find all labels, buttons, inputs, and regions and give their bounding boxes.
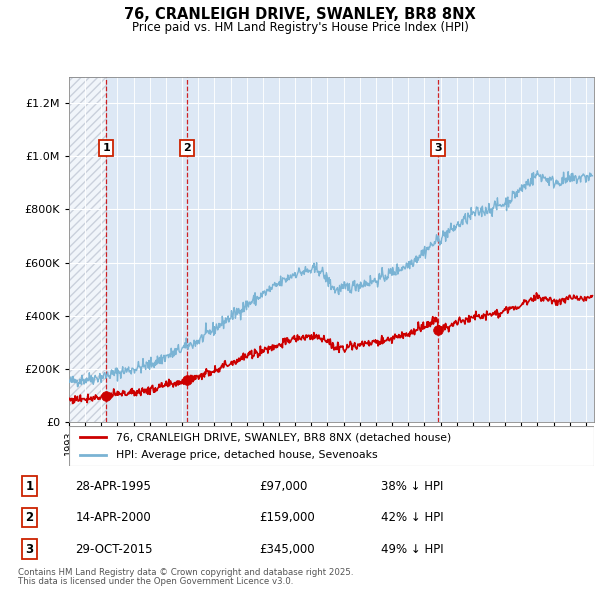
Text: 42% ↓ HPI: 42% ↓ HPI — [380, 511, 443, 524]
Text: 76, CRANLEIGH DRIVE, SWANLEY, BR8 8NX: 76, CRANLEIGH DRIVE, SWANLEY, BR8 8NX — [124, 7, 476, 22]
Text: 49% ↓ HPI: 49% ↓ HPI — [380, 543, 443, 556]
Text: 28-APR-1995: 28-APR-1995 — [76, 480, 151, 493]
Text: 1: 1 — [102, 143, 110, 153]
Text: £159,000: £159,000 — [260, 511, 316, 524]
Bar — [106, 77, 594, 422]
Text: £345,000: £345,000 — [260, 543, 316, 556]
Text: 14-APR-2000: 14-APR-2000 — [76, 511, 151, 524]
Text: 2: 2 — [25, 511, 34, 524]
Text: 2: 2 — [183, 143, 191, 153]
Text: 38% ↓ HPI: 38% ↓ HPI — [380, 480, 443, 493]
Text: 29-OCT-2015: 29-OCT-2015 — [76, 543, 153, 556]
Text: 1: 1 — [25, 480, 34, 493]
Bar — [69, 77, 106, 422]
Text: 3: 3 — [434, 143, 442, 153]
Text: 76, CRANLEIGH DRIVE, SWANLEY, BR8 8NX (detached house): 76, CRANLEIGH DRIVE, SWANLEY, BR8 8NX (d… — [116, 432, 452, 442]
Text: Contains HM Land Registry data © Crown copyright and database right 2025.: Contains HM Land Registry data © Crown c… — [18, 568, 353, 577]
Text: 3: 3 — [25, 543, 34, 556]
Text: Price paid vs. HM Land Registry's House Price Index (HPI): Price paid vs. HM Land Registry's House … — [131, 21, 469, 34]
Text: This data is licensed under the Open Government Licence v3.0.: This data is licensed under the Open Gov… — [18, 577, 293, 586]
Text: £97,000: £97,000 — [260, 480, 308, 493]
FancyBboxPatch shape — [69, 426, 594, 466]
Text: HPI: Average price, detached house, Sevenoaks: HPI: Average price, detached house, Seve… — [116, 450, 378, 460]
